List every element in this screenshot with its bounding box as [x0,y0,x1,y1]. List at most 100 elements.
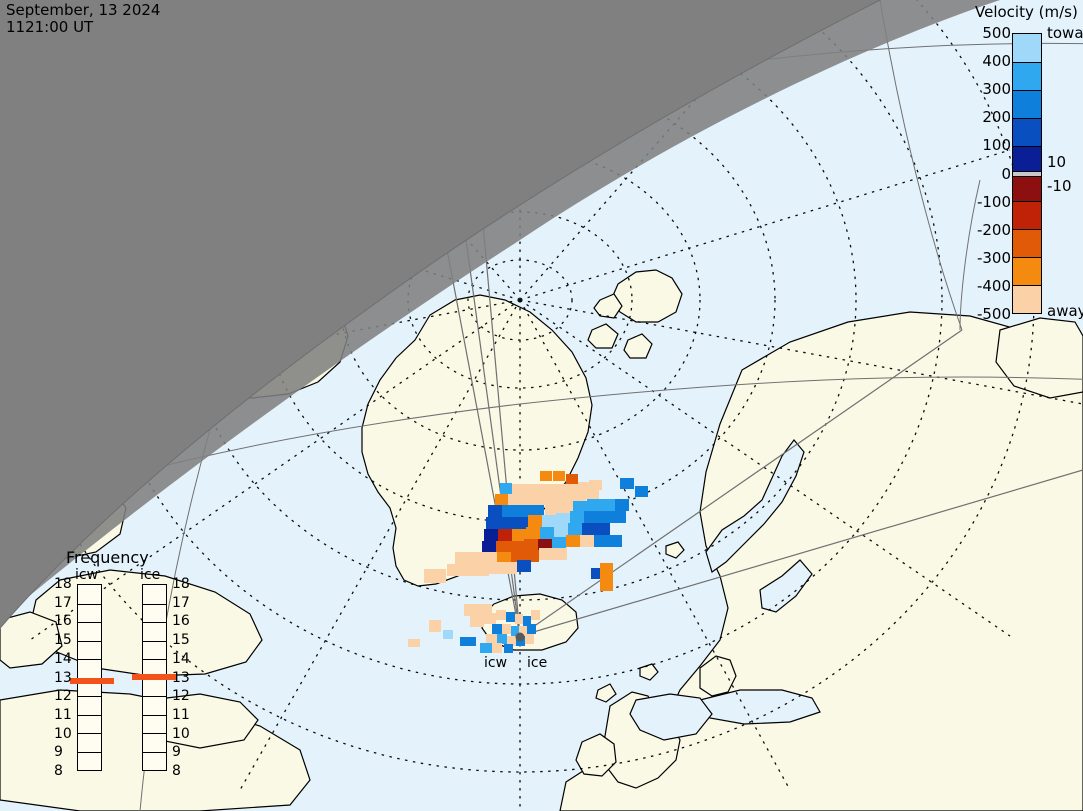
velocity-cell [518,484,532,495]
velocity-cell [615,499,629,511]
radar-site-marker [515,632,525,642]
velocity-cell [500,483,512,494]
frequency-scale-label-right: 8 [172,763,181,779]
velocity-cell [521,494,534,505]
colorbar-gradient [1012,33,1042,314]
velocity-cell [539,548,553,560]
frequency-bar-cell [78,751,101,771]
velocity-cell [591,568,603,579]
velocity-cell [525,550,539,562]
velocity-cell [531,610,540,620]
velocity-cell [586,488,599,499]
velocity-cell [582,523,596,535]
frequency-bar-cell [78,603,101,623]
colorbar-segment [1013,34,1041,62]
frequency-scale-label-right: 17 [172,594,190,611]
faroe-islands [639,663,659,681]
velocity-cell [519,626,527,636]
velocity-cell [460,637,476,646]
svalbard-small-2 [587,323,619,349]
colorbar-segment [1013,201,1041,230]
velocity-cell [594,535,608,547]
timestamp-header: September, 13 2024 1121:00 UT [6,2,160,36]
terminator-edge [0,0,882,630]
velocity-cell [464,604,478,616]
velocity-cell [600,563,613,591]
frequency-scale-label-left: 18 [54,576,72,592]
velocity-cell [507,636,516,646]
frequency-scale-label-left: 16 [54,613,72,630]
velocity-cell [524,539,538,551]
frequency-marker-ice [132,673,176,680]
colorbar-side-label-top: toward [1047,24,1083,42]
frequency-scale-label-right: 9 [172,744,181,761]
velocity-cell [489,562,503,574]
colorbar-segment [1013,229,1041,258]
velocity-cell [566,474,578,484]
velocity-cell [568,523,582,535]
colorbar-segment [1013,257,1041,286]
frequency-column-label-ice: ice [140,567,161,583]
frequency-scale-label-left: 13 [54,669,72,686]
velocity-cell [424,569,446,583]
velocity-cell [576,482,589,493]
frequency-scale-label-right: 16 [172,613,190,630]
colorbar-title: Velocity (m/s) [975,3,1078,21]
velocity-cell [566,535,580,547]
frequency-bar-cell [143,622,166,641]
colorbar-segment [1013,176,1041,202]
frequency-bar-cell [143,733,166,752]
colorbar-tick-label: 400 [982,52,1011,71]
velocity-cell [573,501,587,513]
velocity-cell [514,517,528,529]
velocity-cell [475,564,489,576]
velocity-cell [443,630,453,639]
velocity-cell [470,615,484,627]
novaya-zemlya [995,317,1083,399]
velocity-cell [580,535,594,547]
frequency-scale-label-right: 14 [172,650,190,667]
north-sea-2 [629,693,713,741]
jan-mayen [665,541,685,559]
frequency-scale-label-right: 18 [172,576,190,592]
colorbar-segment [1013,145,1041,171]
velocity-cell [584,511,598,523]
velocity-cell [589,480,602,490]
colorbar-segment [1013,285,1041,313]
velocity-cell [517,560,531,572]
velocity-cell [492,624,502,634]
velocity-cell [620,478,634,489]
frequency-bar-cell [143,585,166,604]
velocity-cell [598,511,612,523]
frequency-scale-label-left: 11 [54,706,72,723]
velocity-cell [482,541,496,553]
velocity-cell [492,643,502,653]
velocity-cell [516,505,530,517]
frequency-scale-label-right: 11 [172,706,190,723]
velocity-cell [540,527,554,539]
velocity-cell [498,529,512,541]
velocity-cell [511,626,519,636]
frequency-bar-cell [78,714,101,734]
velocity-cell [515,614,523,624]
velocity-cell [484,613,496,624]
velocity-cell [486,517,500,529]
velocity-cell [483,552,497,564]
colorbar-side-label-upper-inner: 10 [1047,153,1067,172]
velocity-cell [511,550,525,562]
frequency-bar-cell [143,714,166,734]
frequency-scale-label-left: 10 [54,725,72,742]
velocity-cell [486,634,497,644]
island-c [0,611,63,669]
frequency-scale-label-left: 12 [54,688,72,705]
velocity-cell [534,494,547,505]
colorbar-side-label-bottom: away [1047,302,1083,321]
frequency-scale-label-left: 15 [54,632,72,649]
velocity-colorbar-panel: Velocity (m/s) 500 400 300 200 100 0 -100 -200 -… [965,0,1083,330]
colorbar-tick-label: 200 [982,108,1011,127]
velocity-cell [447,564,461,576]
velocity-cell [408,639,420,647]
colorbar-tick-label: 0 [1001,164,1011,183]
